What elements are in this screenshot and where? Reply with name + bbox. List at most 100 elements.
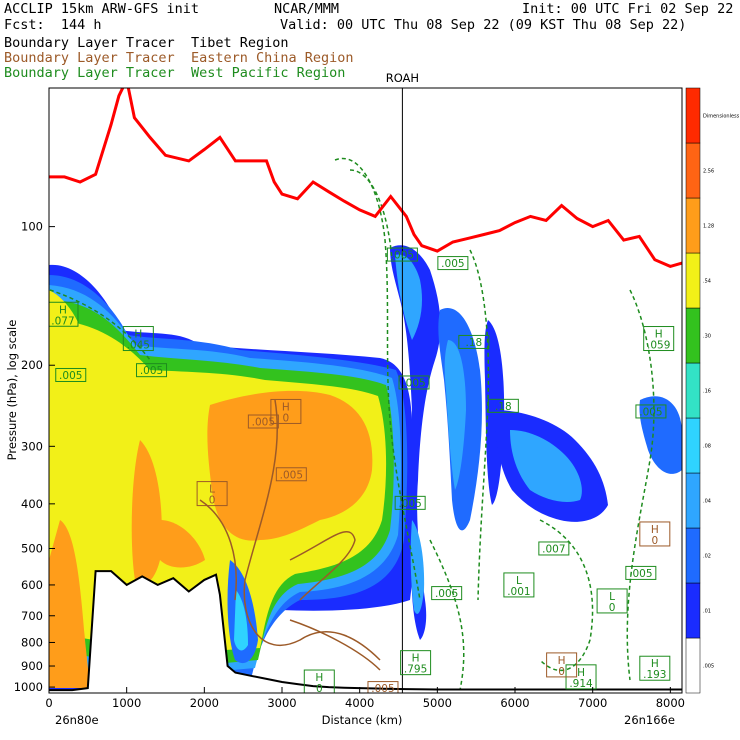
tracer-legend-eastern-china-name: Boundary Layer Tracer: [4, 50, 175, 66]
contour-label-text: .005: [371, 683, 394, 695]
y-tick-label: 300: [21, 439, 43, 453]
contour-label-box: [431, 586, 463, 601]
contour-labels: H.077H.045.005.005H0.005.005L0.005.005.0…: [49, 247, 675, 695]
contour-label-text: .005: [59, 370, 82, 382]
tracer-legend-west-pacific: Boundary Layer Tracer West Pacific Regio…: [4, 66, 345, 81]
x-tick-label: 6000: [500, 696, 529, 710]
contour-label-text: .007: [542, 543, 565, 555]
x-axis: 0 1000 2000 3000 4000 5000 6000 7000 8000: [45, 687, 685, 710]
colorbar-level-label: .01: [703, 609, 711, 615]
contour-label: H.059: [643, 326, 675, 352]
x-axis-label: Distance (km): [322, 713, 403, 727]
contour-label-text: .18: [495, 401, 512, 413]
contour-label-text: H: [282, 401, 290, 413]
colorbar-level-label: .54: [703, 279, 711, 285]
contour-label-box: [503, 572, 535, 598]
y-tick-label: 700: [21, 609, 43, 623]
colorbar-swatch: [685, 197, 701, 254]
contour-label-text: .005: [398, 498, 421, 510]
y-axis-label: Pressure (hPa), log scale: [5, 320, 19, 461]
contour-label-box: [394, 495, 426, 510]
contour-label-text: .005: [280, 469, 303, 481]
tracer-legend-eastern-china-region: Eastern China Region: [190, 50, 354, 66]
contour-label-text: H: [651, 524, 659, 536]
contour-label-value: .059: [647, 340, 670, 352]
contour-label: .18: [458, 334, 490, 349]
contour-label-text: H: [577, 667, 585, 679]
contour-label-box: [367, 681, 399, 693]
y-tick-label: 800: [21, 635, 43, 649]
colorbar-swatch: [685, 87, 701, 144]
contour-label-box: [596, 588, 628, 614]
contour-label: L.001: [503, 572, 535, 598]
contour-label-value: 0: [316, 683, 323, 695]
x-tick-label: 3000: [267, 696, 296, 710]
colorbar-swatch: [685, 307, 701, 364]
contour-label-box: [122, 326, 154, 352]
y-tick-label: 100: [21, 220, 43, 234]
contour-label-box: [136, 363, 168, 378]
contour-label: H.077: [49, 301, 79, 327]
colorbar-level-label: .16: [703, 389, 711, 395]
tracer-legend-eastern-china: Boundary Layer Tracer Eastern China Regi…: [4, 51, 354, 66]
terrain-line: [49, 570, 682, 693]
tracer-legend-tibet-region: Tibet Region: [190, 35, 289, 51]
valid-time: Valid: 00 UTC Thu 08 Sep 22 (09 KST Thu …: [280, 17, 687, 33]
station-label: ROAH: [386, 71, 419, 85]
contour-label-box: [49, 301, 79, 327]
contour-label-value: .795: [404, 664, 427, 676]
contour-label: .005: [386, 247, 418, 262]
forecast-hour: Fcst: 144 h: [4, 17, 102, 33]
contour-label-box: [643, 326, 675, 352]
contour-label-text: H: [412, 653, 420, 665]
contour-label: H.045: [122, 326, 154, 352]
contour-label-box: [400, 650, 432, 676]
contour-label-box: [546, 652, 578, 678]
colorbar-level-label: .08: [703, 444, 711, 450]
contour-label-box: [635, 404, 667, 419]
contour-label: .005: [367, 681, 399, 695]
colorbar-swatch: [685, 637, 701, 694]
colorbar-swatch: [685, 362, 701, 419]
contour-label-value: 0: [651, 535, 658, 547]
y-tick-label: 1000: [14, 680, 43, 694]
contour-label-text: H: [59, 304, 67, 316]
contour-label: .005: [625, 565, 657, 580]
colorbar-swatch: [685, 527, 701, 584]
colorbar-level-label: .02: [703, 554, 711, 560]
contour-label-text: .005: [435, 588, 458, 600]
contour-label-value: .001: [507, 586, 530, 598]
contour-label: H0: [546, 652, 578, 678]
colorbar-swatch: [685, 417, 701, 474]
x-tick-label: 7000: [578, 696, 607, 710]
contour-label-text: L: [609, 591, 615, 603]
tracer-field: [49, 245, 682, 690]
tracer-legend-tibet: Boundary Layer Tracer Tibet Region: [4, 36, 289, 51]
y-tick-label: 600: [21, 578, 43, 592]
contour-label: .005: [635, 404, 667, 419]
tropopause-line: [49, 88, 682, 268]
contour-label-text: .005: [140, 365, 163, 377]
contour-label-box: [270, 398, 302, 424]
tracer-legend-tibet-name: Boundary Layer Tracer: [4, 35, 175, 51]
contour-label-box: [487, 398, 519, 413]
contour-label-box: [639, 521, 671, 547]
contour-label: .005: [247, 414, 279, 429]
contour-label-text: H: [558, 655, 566, 667]
colorbar-swatch: [685, 252, 701, 309]
organization-label: NCAR/MMM: [274, 1, 340, 17]
contour-label-text: .005: [629, 568, 652, 580]
contour-label: .005: [275, 467, 307, 482]
plot-frame: [48, 87, 683, 694]
colorbar-swatch: [685, 582, 701, 639]
contour-label-text: .18: [465, 337, 482, 349]
contour-label-box: [398, 375, 430, 390]
contour-label-value: 0: [209, 495, 216, 507]
y-tick-label: 200: [21, 358, 43, 372]
colorbar-swatch: [685, 142, 701, 199]
contour-label: L0: [596, 588, 628, 614]
contour-label-box: [538, 541, 570, 556]
contour-label: .18: [487, 398, 519, 413]
contour-label: .005: [398, 375, 430, 390]
